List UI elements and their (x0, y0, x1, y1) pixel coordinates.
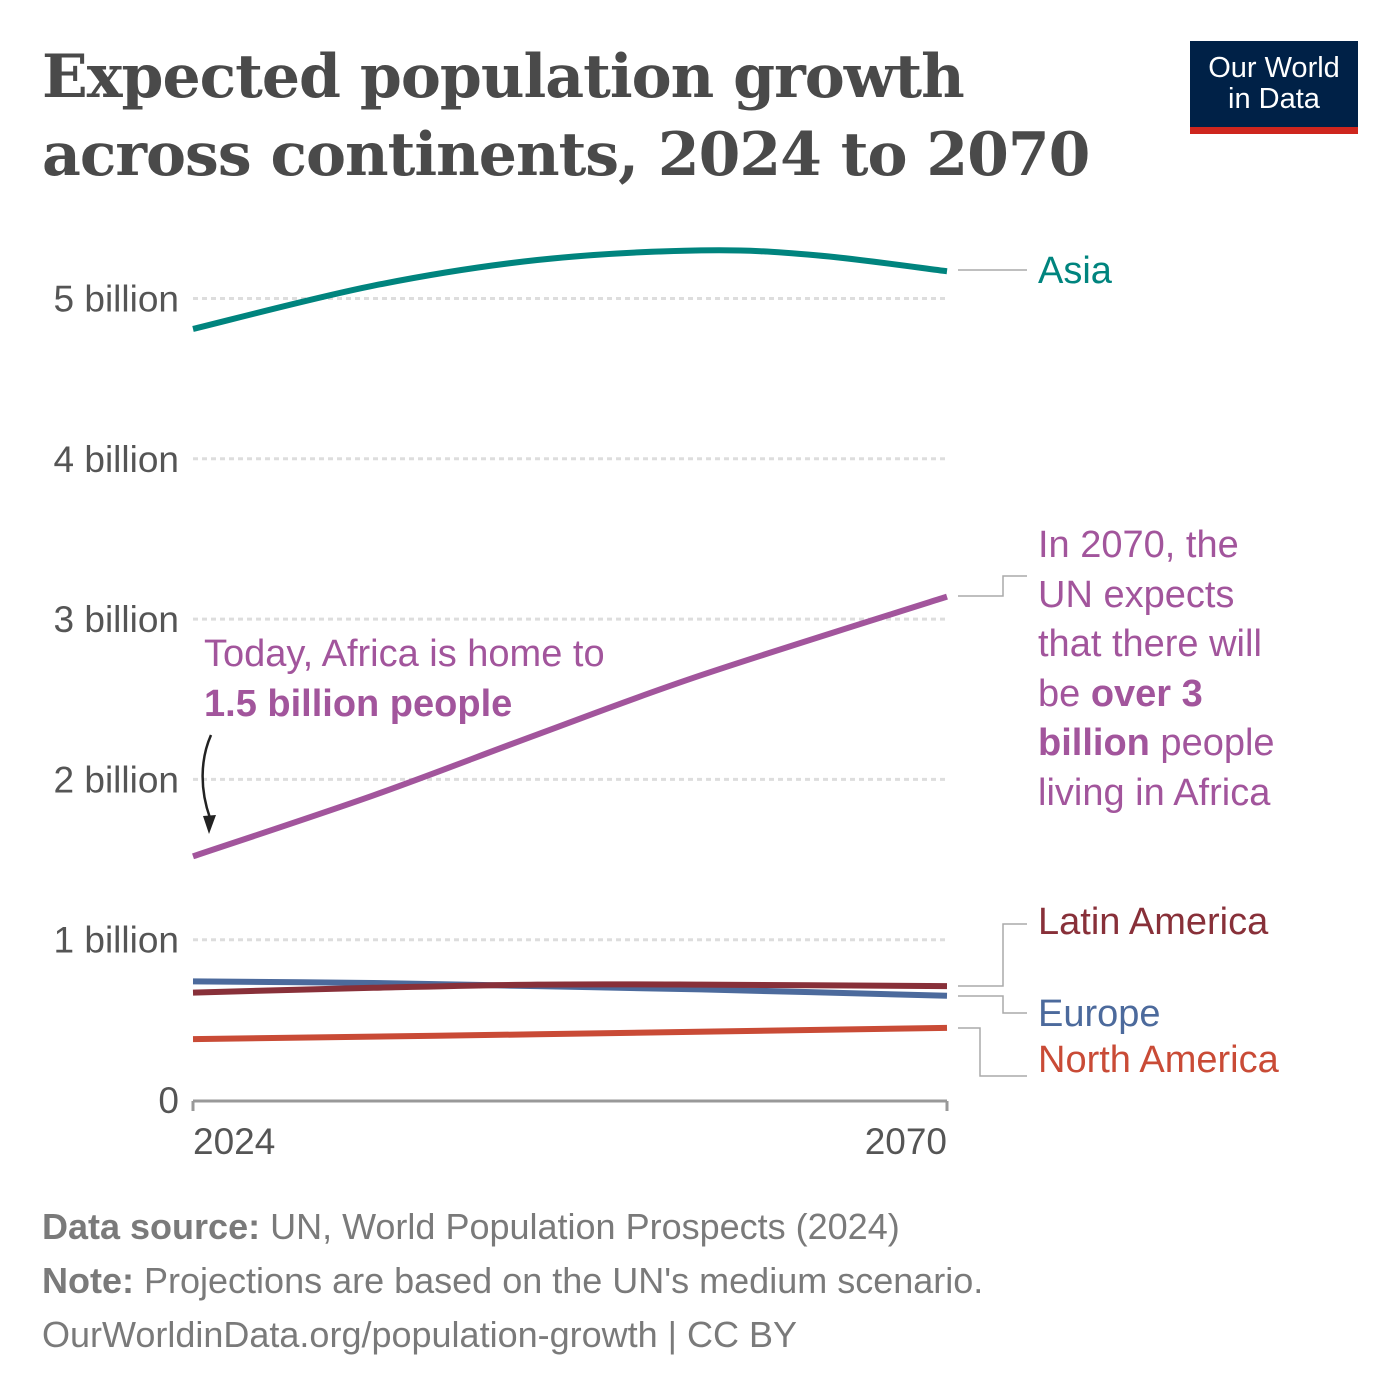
label-connector (958, 575, 1027, 597)
footer-note: Note: Projections are based on the UN's … (42, 1260, 983, 1302)
footer-url[interactable]: OurWorldinData.org/population-growth | C… (42, 1314, 798, 1355)
ann-text: be (1038, 672, 1091, 715)
ann-line: UN expects (1038, 573, 1235, 616)
annotation-today-line2: 1.5 billion people (204, 682, 513, 725)
arrow-line (201, 734, 213, 819)
label-connector (958, 995, 1027, 1014)
ann-line: that there will (1038, 623, 1262, 665)
series-label: Latin America (1038, 901, 1269, 943)
series-line-africa (192, 593, 948, 860)
logo-line-2: in Data (1228, 83, 1320, 115)
title-line-2: across continents, 2024 to 2070 (42, 120, 1090, 190)
y-tick-label: 4 billion (54, 439, 179, 480)
owid-logo: Our World in Data (1190, 41, 1358, 134)
series-line-north-america (192, 1024, 948, 1043)
note-label: Note: (42, 1260, 134, 1301)
y-tick-label: 1 billion (54, 920, 179, 961)
series-label: North America (1038, 1039, 1280, 1081)
footer-source: Data source: UN, World Population Prospe… (42, 1206, 900, 1248)
series-label: Europe (1038, 993, 1161, 1035)
africa-2070-annotation: In 2070, the UN expects that there will … (1038, 521, 1275, 818)
ann-text: people (1149, 722, 1275, 764)
ann-line: living in Africa (1038, 771, 1271, 814)
label-connector (958, 923, 1027, 987)
series-line-latin-america (192, 981, 948, 996)
ann-bold: over 3 (1090, 672, 1203, 715)
arrow-head-icon (203, 815, 216, 834)
chart-title: Expected population growth across contin… (42, 38, 1090, 194)
title-line-1: Expected population growth (42, 42, 965, 112)
y-tick-label: 5 billion (54, 279, 179, 320)
source-label: Data source: (42, 1206, 261, 1247)
annotation-today-line1: Today, Africa is home to (204, 633, 605, 675)
y-tick-label: 3 billion (54, 599, 179, 640)
logo-line-1: Our World (1208, 52, 1340, 84)
ann-bold: billion (1038, 722, 1150, 764)
x-tick-label: 2070 (865, 1121, 947, 1162)
series-label: Asia (1038, 250, 1113, 292)
y-tick-label: 0 (158, 1080, 179, 1121)
series-line-asia (192, 247, 948, 332)
label-connector (958, 1027, 1027, 1077)
africa-today-annotation: Today, Africa is home to 1.5 billion peo… (204, 630, 605, 729)
x-tick-label: 2024 (193, 1121, 275, 1162)
y-tick-label: 2 billion (54, 759, 179, 800)
ann-line: In 2070, the (1038, 524, 1239, 566)
note-text: Projections are based on the UN's medium… (134, 1260, 984, 1301)
source-text: UN, World Population Prospects (2024) (260, 1206, 900, 1247)
